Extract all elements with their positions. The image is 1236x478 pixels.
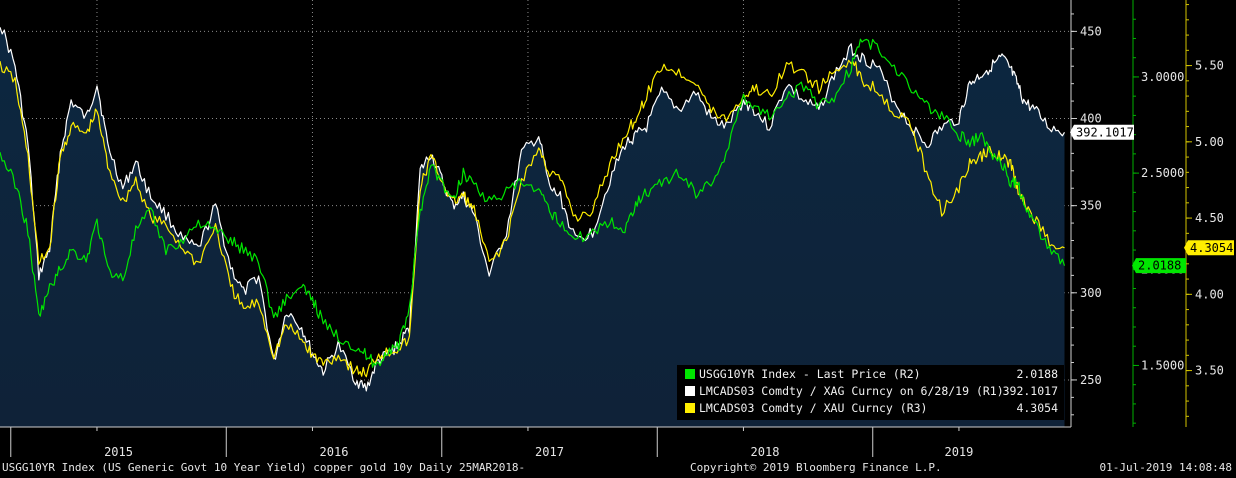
r1-tick-label: 300 xyxy=(1080,286,1102,300)
r2-tick-label: 3.0000 xyxy=(1141,70,1184,84)
axes: 2015 2016 2017 2018 2019 250 300 350 400 450 1.500… xyxy=(0,0,1234,459)
footer-description: USGG10YR Index (US Generic Govt 10 Year … xyxy=(2,461,526,474)
last-value-label: 4.3054 xyxy=(1190,241,1233,255)
legend-swatch xyxy=(685,386,695,396)
last-value-label: 392.1017 xyxy=(1076,125,1134,139)
legend-value: 392.1017 xyxy=(1002,384,1058,398)
r1-tick-label: 350 xyxy=(1080,199,1102,213)
r3-tick-label: 5.50 xyxy=(1195,59,1224,73)
legend-swatch xyxy=(685,369,695,379)
legend-label: USGG10YR Index - Last Price (R2) xyxy=(699,367,921,381)
x-tick-label: 2018 xyxy=(751,445,780,459)
r3-tick-label: 5.00 xyxy=(1195,135,1224,149)
r1-tick-label: 250 xyxy=(1080,373,1102,387)
legend-value: 4.3054 xyxy=(1016,401,1058,415)
series-area xyxy=(0,27,1065,427)
x-tick-label: 2016 xyxy=(320,445,349,459)
r2-tick-label: 2.5000 xyxy=(1141,166,1184,180)
r3-tick-label: 3.50 xyxy=(1195,364,1224,378)
r3-tick-label: 4.50 xyxy=(1195,211,1224,225)
r1-tick-label: 400 xyxy=(1080,112,1102,126)
legend-item-usgg10yr: USGG10YR Index - Last Price (R2) 2.0188 xyxy=(677,366,1064,382)
x-tick-label: 2015 xyxy=(104,445,133,459)
legend-item-copper-gold: LMCADS03 Comdty / XAU Curncy (R3) 4.3054 xyxy=(677,400,1064,416)
x-tick-label: 2019 xyxy=(944,445,973,459)
legend-label: LMCADS03 Comdty / XAU Curncy (R3) xyxy=(699,401,928,415)
footer-copyright: Copyright© 2019 Bloomberg Finance L.P. xyxy=(690,461,942,474)
last-value-tag xyxy=(1132,258,1186,274)
footer-timestamp: 01-Jul-2019 14:08:48 xyxy=(1099,461,1232,474)
r3-tick-label: 4.00 xyxy=(1195,287,1224,301)
plot-area xyxy=(0,27,1066,427)
legend-label: LMCADS03 Comdty / XAG Curncy on 6/28/19 … xyxy=(699,384,1004,398)
series-line-r1 xyxy=(0,27,1066,392)
series-line-r2 xyxy=(0,38,1066,368)
r1-tick-label: 450 xyxy=(1080,24,1102,38)
last-value-tag xyxy=(1184,240,1234,256)
series-line-r3 xyxy=(0,59,1065,378)
r2-tick-label: 1.5000 xyxy=(1141,358,1184,372)
legend-swatch xyxy=(685,403,695,413)
x-tick-label: 2017 xyxy=(535,445,564,459)
legend: USGG10YR Index - Last Price (R2) 2.0188 … xyxy=(677,365,1064,420)
legend-item-copper-silver: LMCADS03 Comdty / XAG Curncy on 6/28/19 … xyxy=(677,383,1064,399)
last-value-tag xyxy=(1070,124,1134,140)
legend-value: 2.0188 xyxy=(1016,367,1058,381)
last-value-label: 2.0188 xyxy=(1138,259,1181,273)
